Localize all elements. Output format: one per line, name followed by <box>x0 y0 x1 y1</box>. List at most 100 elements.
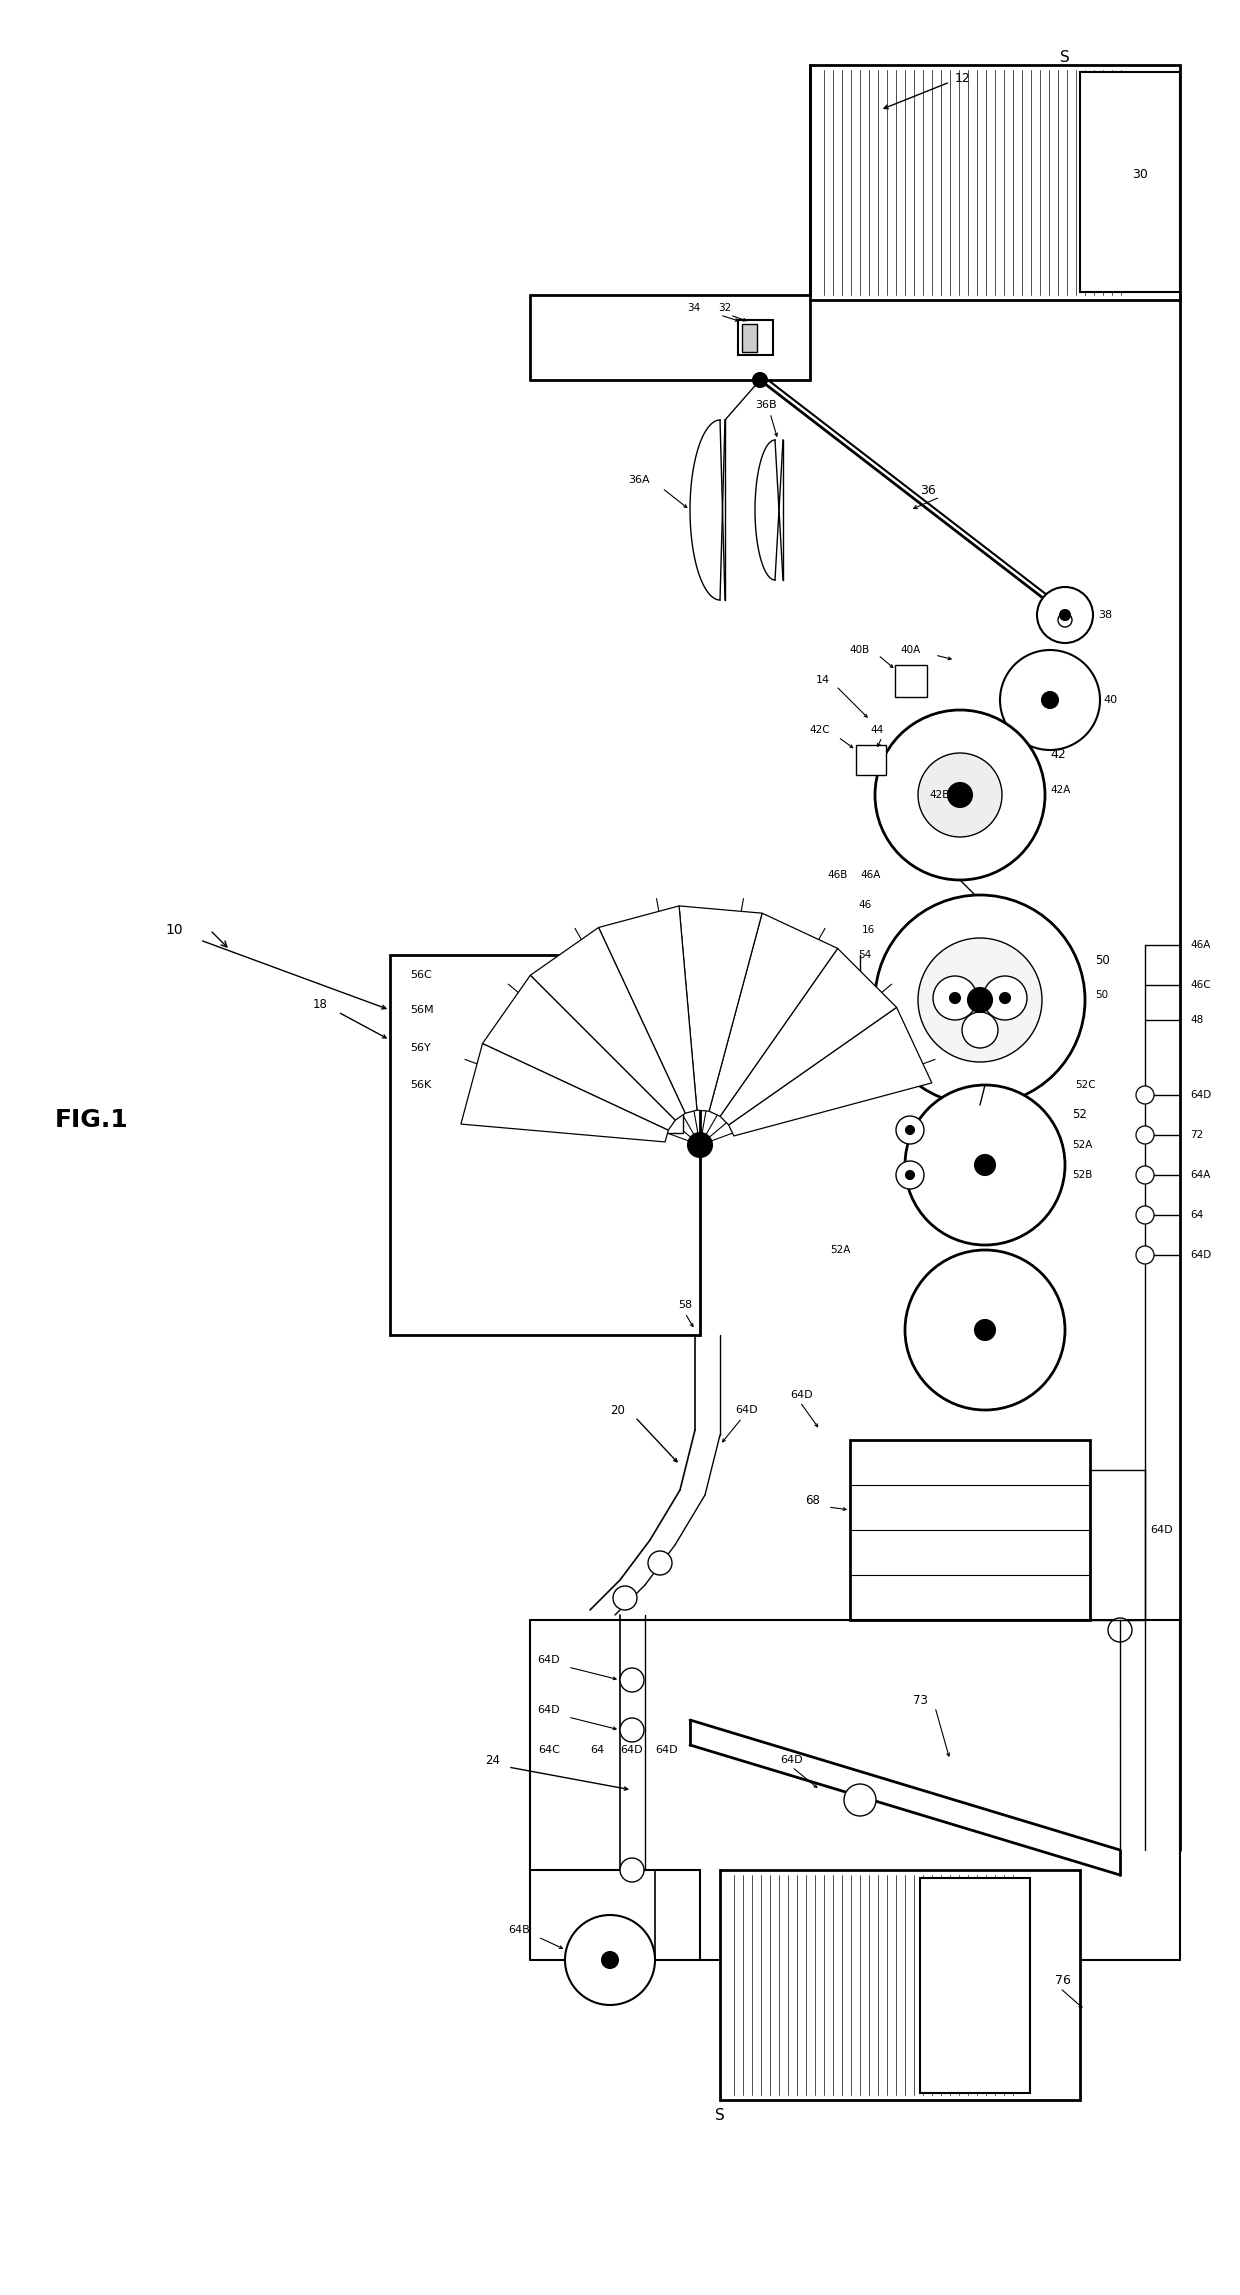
Text: 36A: 36A <box>629 475 650 484</box>
Text: 48: 48 <box>1190 1014 1203 1026</box>
Circle shape <box>1037 588 1092 643</box>
Text: 64B: 64B <box>508 1926 529 1935</box>
Text: 52A: 52A <box>830 1244 851 1255</box>
Circle shape <box>949 783 972 808</box>
Circle shape <box>975 1320 994 1340</box>
Circle shape <box>1042 693 1058 707</box>
Circle shape <box>620 1859 644 1882</box>
Text: 50: 50 <box>1095 952 1110 966</box>
Bar <box>895 666 928 698</box>
Circle shape <box>906 1127 914 1134</box>
Text: 44: 44 <box>870 725 883 734</box>
Circle shape <box>875 709 1045 879</box>
Text: 54: 54 <box>858 950 872 959</box>
Text: 50: 50 <box>1095 989 1109 1001</box>
Circle shape <box>1136 1086 1154 1104</box>
Text: 64D: 64D <box>655 1744 677 1756</box>
Text: 12: 12 <box>955 71 971 85</box>
Text: S: S <box>1060 50 1070 64</box>
Text: 30: 30 <box>1132 168 1148 181</box>
Text: 64: 64 <box>1190 1209 1203 1221</box>
Text: 52: 52 <box>1073 1108 1087 1122</box>
Bar <box>810 64 1180 301</box>
Circle shape <box>1136 1166 1154 1184</box>
Text: 46A: 46A <box>861 870 880 879</box>
Bar <box>920 1877 1030 2093</box>
Bar <box>645 1095 683 1134</box>
Circle shape <box>897 1115 924 1143</box>
Text: 42: 42 <box>1050 748 1065 762</box>
Circle shape <box>1136 1205 1154 1223</box>
Text: 56M: 56M <box>410 1005 434 1014</box>
Text: 36B: 36B <box>755 399 776 411</box>
Circle shape <box>906 1170 914 1180</box>
Text: 10: 10 <box>165 923 182 936</box>
Text: 24: 24 <box>485 1753 500 1767</box>
Circle shape <box>1109 1618 1132 1641</box>
Polygon shape <box>729 1008 931 1136</box>
Bar <box>720 1870 1080 2100</box>
Circle shape <box>1058 613 1073 627</box>
Text: 56Y: 56Y <box>410 1042 430 1053</box>
Polygon shape <box>709 913 838 1115</box>
Text: 40B: 40B <box>849 645 870 654</box>
Polygon shape <box>680 907 763 1111</box>
Circle shape <box>962 1012 998 1049</box>
Text: 18: 18 <box>314 998 329 1012</box>
Text: 36: 36 <box>920 484 936 496</box>
Polygon shape <box>531 927 686 1120</box>
Text: 64C: 64C <box>538 1744 560 1756</box>
Circle shape <box>601 1953 618 1969</box>
Polygon shape <box>482 975 676 1129</box>
Text: 16: 16 <box>862 925 875 934</box>
Bar <box>856 746 887 776</box>
Text: 20: 20 <box>610 1405 625 1416</box>
Text: 76: 76 <box>1055 1974 1071 1987</box>
Circle shape <box>688 1134 712 1157</box>
Text: 34: 34 <box>687 303 701 312</box>
Text: 64D: 64D <box>537 1655 560 1664</box>
Circle shape <box>918 753 1002 838</box>
Text: 52C: 52C <box>1075 1081 1096 1090</box>
Text: 73: 73 <box>913 1694 928 1707</box>
Text: 64D: 64D <box>537 1705 560 1714</box>
Text: 64D: 64D <box>790 1391 812 1400</box>
Text: 64: 64 <box>590 1744 604 1756</box>
Circle shape <box>983 975 1027 1019</box>
Text: 42C: 42C <box>810 725 830 734</box>
Text: 64A: 64A <box>1190 1170 1210 1180</box>
Circle shape <box>932 975 977 1019</box>
Text: 64D: 64D <box>780 1756 802 1765</box>
Text: S: S <box>715 2107 725 2123</box>
Circle shape <box>1136 1127 1154 1143</box>
Text: 46B: 46B <box>827 870 848 879</box>
Text: 64D: 64D <box>735 1405 758 1416</box>
Polygon shape <box>720 948 897 1125</box>
Circle shape <box>565 1914 655 2006</box>
Text: 52B: 52B <box>1073 1170 1092 1180</box>
Circle shape <box>975 1154 994 1175</box>
Circle shape <box>918 939 1042 1063</box>
Text: 64D: 64D <box>1190 1090 1211 1099</box>
Circle shape <box>844 1783 875 1815</box>
Text: 42A: 42A <box>1050 785 1070 794</box>
Circle shape <box>753 374 768 388</box>
Circle shape <box>649 1551 672 1574</box>
Text: 56K: 56K <box>410 1081 432 1090</box>
Circle shape <box>905 1086 1065 1244</box>
Text: 40A: 40A <box>900 645 920 654</box>
Text: 64D: 64D <box>1190 1251 1211 1260</box>
Text: 42B: 42B <box>930 789 950 801</box>
Circle shape <box>613 1586 637 1611</box>
Bar <box>738 319 773 356</box>
Polygon shape <box>461 1044 668 1143</box>
Text: 40: 40 <box>1104 695 1117 705</box>
Text: 64D: 64D <box>1149 1524 1173 1535</box>
Text: 58: 58 <box>678 1299 692 1310</box>
Text: 56C: 56C <box>410 971 432 980</box>
Circle shape <box>1060 610 1070 620</box>
Circle shape <box>999 994 1011 1003</box>
Text: FIG.1: FIG.1 <box>55 1108 129 1131</box>
Circle shape <box>968 989 992 1012</box>
Text: 64D: 64D <box>620 1744 642 1756</box>
